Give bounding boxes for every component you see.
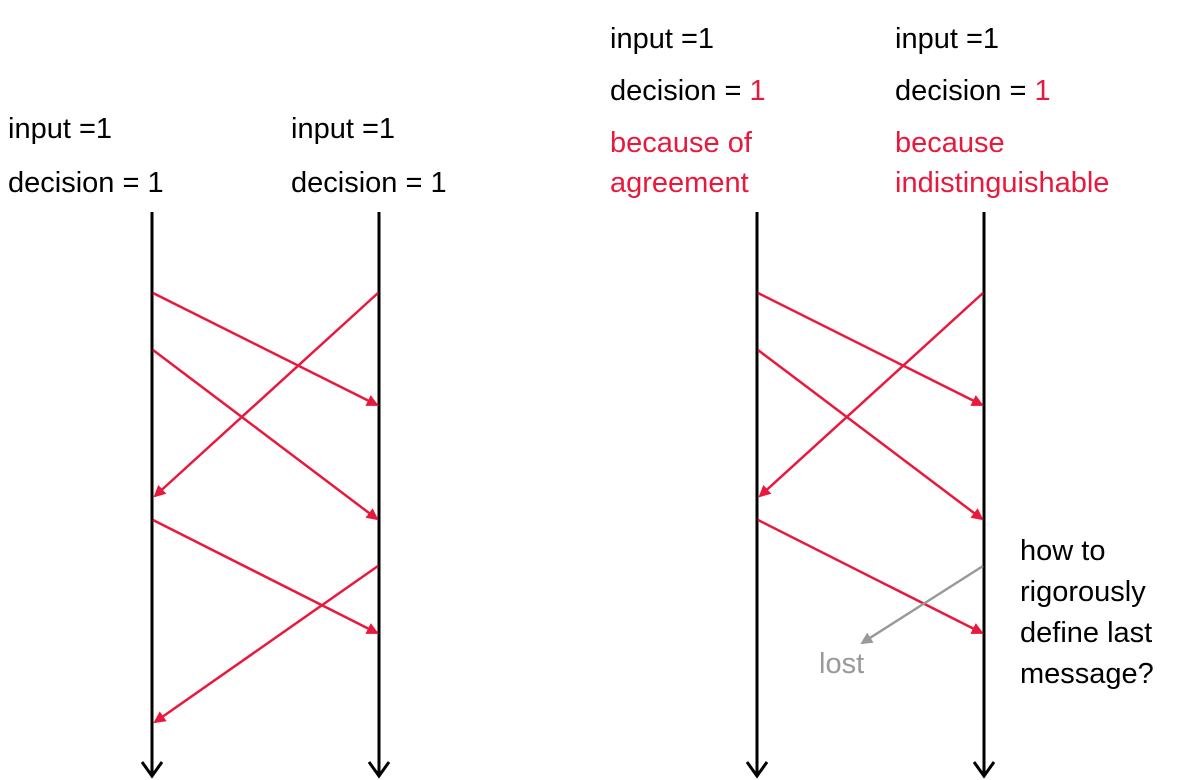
timeline-left-p1 [140,212,164,779]
timeline-right-p1 [745,212,769,779]
decision-value: 1 [749,75,766,107]
message-arrow [153,564,379,724]
right-p2-reason-line2: indistinguishable [895,167,1110,199]
question-line-2: rigorously [1020,576,1146,608]
right-p1-reason-line2: agreement [610,167,749,199]
message-arrow [152,518,379,635]
message-arrow [757,349,984,521]
right-p1-reason-line1: because of [610,127,752,159]
message-arrow [757,291,984,407]
left-p1-decision: decision = 1 [8,167,164,199]
message-arrow [152,349,379,521]
timeline-left-p2 [367,212,391,779]
lost-message-arrow [860,564,984,645]
question-line-4: message? [1020,658,1154,690]
question-line-1: how to [1020,535,1106,567]
message-arrow [757,518,984,635]
right-p2-decision: decision = 1 [895,70,1051,112]
left-p2-decision: decision = 1 [291,167,447,199]
message-arrow [758,292,984,498]
right-p2-reason-line1: because [895,127,1005,159]
question-line-3: define last [1020,617,1153,649]
lost-label: lost [819,648,865,680]
left-p1-input: input =1 [8,113,113,145]
right-p2-input: input =1 [895,23,1000,55]
right-p1-decision: decision = 1 [610,70,766,112]
decision-prefix: decision = [895,75,1035,107]
right-p1-input: input =1 [610,23,715,55]
message-arrow [153,292,379,498]
decision-prefix: decision = [610,75,750,107]
timeline-right-p2 [972,212,996,779]
left-p2-input: input =1 [291,113,396,145]
message-arrow [152,291,379,407]
decision-value: 1 [1034,75,1051,107]
